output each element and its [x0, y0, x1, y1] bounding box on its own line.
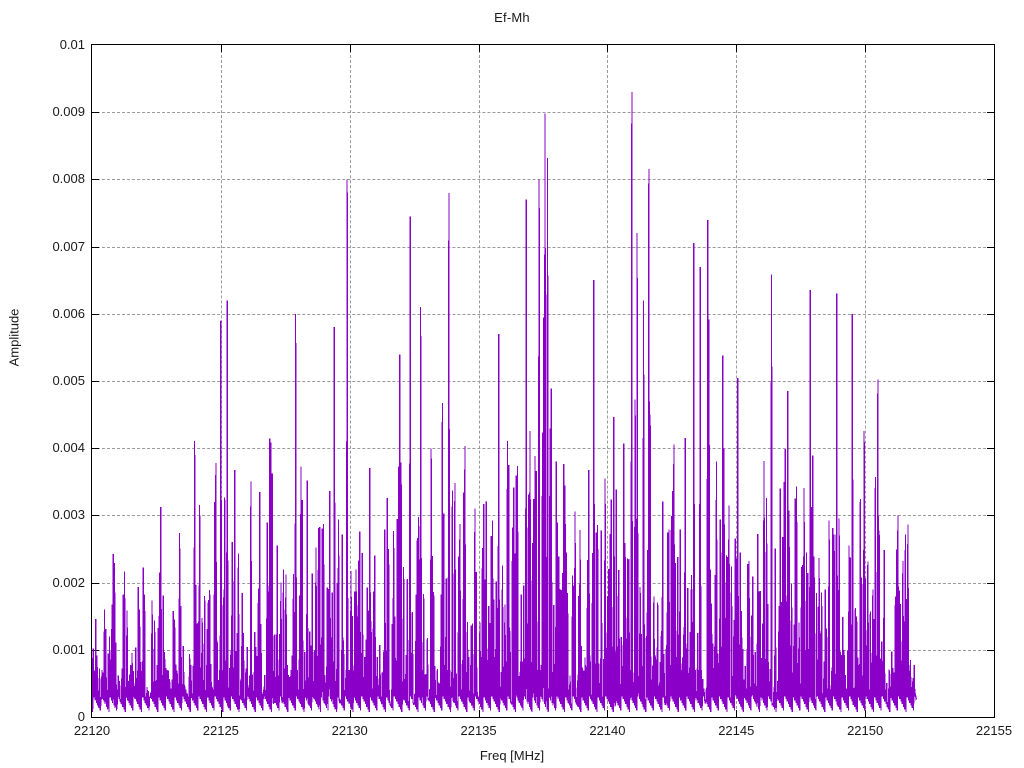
- x-tick-mark: [607, 45, 609, 52]
- y-tick-mark: [987, 649, 994, 651]
- x-tick-label: 22140: [589, 723, 626, 738]
- y-axis-label: Amplitude: [6, 308, 22, 367]
- y-tick-label: 0.003: [52, 507, 85, 523]
- y-tick-label: 0: [77, 709, 85, 724]
- y-tick-mark: [92, 313, 99, 315]
- y-tick-mark: [92, 582, 99, 584]
- x-tick-mark: [607, 710, 609, 717]
- x-tick-label: 22145: [718, 723, 755, 738]
- y-tick-label: 0.009: [52, 104, 85, 120]
- y-tick-label: 0.01: [59, 37, 85, 52]
- data-trace: [92, 92, 918, 713]
- y-tick-mark: [92, 448, 99, 450]
- gridline-horizontal: [92, 246, 994, 248]
- gridline-vertical: [736, 45, 738, 717]
- gridline-vertical: [865, 45, 867, 717]
- y-tick-label: 0.008: [52, 171, 85, 187]
- gridline-horizontal: [92, 112, 994, 114]
- y-tick-label: 0.005: [52, 373, 85, 388]
- y-tick-mark: [987, 313, 994, 315]
- y-tick-mark: [987, 381, 994, 382]
- y-tick-mark: [987, 582, 994, 584]
- x-tick-label: 22135: [460, 723, 497, 738]
- x-tick-label: 22130: [331, 723, 368, 738]
- x-tick-mark: [736, 710, 738, 717]
- y-axis-tick-labels: 0 0.001 0.002 0.003 0.004 0.005 0.006 0.007 0.00…: [27, 0, 85, 768]
- x-tick-mark: [736, 45, 738, 52]
- y-tick-mark: [987, 246, 994, 248]
- gridline-horizontal: [92, 381, 994, 382]
- y-tick-label: 0.004: [52, 440, 85, 456]
- x-tick-label: 22125: [202, 723, 239, 738]
- spectrum-line: [92, 92, 918, 713]
- gridline-vertical: [349, 45, 351, 717]
- gridline-vertical: [607, 45, 609, 717]
- y-tick-mark: [987, 179, 994, 181]
- x-tick-mark: [478, 710, 480, 717]
- x-tick-mark: [478, 45, 480, 52]
- y-tick-mark: [92, 112, 99, 114]
- y-tick-label: 0.007: [52, 238, 85, 254]
- x-axis-label: Freq [MHz]: [479, 748, 545, 763]
- y-tick-label: 0.006: [52, 305, 85, 321]
- x-tick-mark: [349, 710, 351, 717]
- x-tick-mark: [865, 45, 867, 52]
- y-tick-label: 0.002: [52, 574, 85, 590]
- x-tick-mark: [865, 710, 867, 717]
- y-tick-mark: [92, 515, 99, 517]
- y-tick-mark: [987, 515, 994, 517]
- y-tick-mark: [92, 246, 99, 248]
- gridline-vertical: [478, 45, 480, 717]
- chart-title: Ef-Mh: [494, 10, 530, 25]
- y-tick-mark: [92, 381, 99, 382]
- y-tick-label: 0.001: [52, 641, 85, 657]
- y-tick-mark: [987, 112, 994, 114]
- x-tick-mark: [349, 45, 351, 52]
- gridline-horizontal: [92, 179, 994, 181]
- x-tick-label: 22155: [975, 723, 1013, 738]
- x-tick-label: 22120: [73, 723, 111, 738]
- gridline-horizontal: [92, 313, 994, 315]
- x-tick-mark: [220, 45, 222, 52]
- plot-area: [91, 44, 995, 718]
- x-tick-mark: [220, 710, 222, 717]
- y-tick-mark: [987, 448, 994, 450]
- y-tick-mark: [92, 179, 99, 181]
- x-tick-label: 22150: [847, 723, 884, 738]
